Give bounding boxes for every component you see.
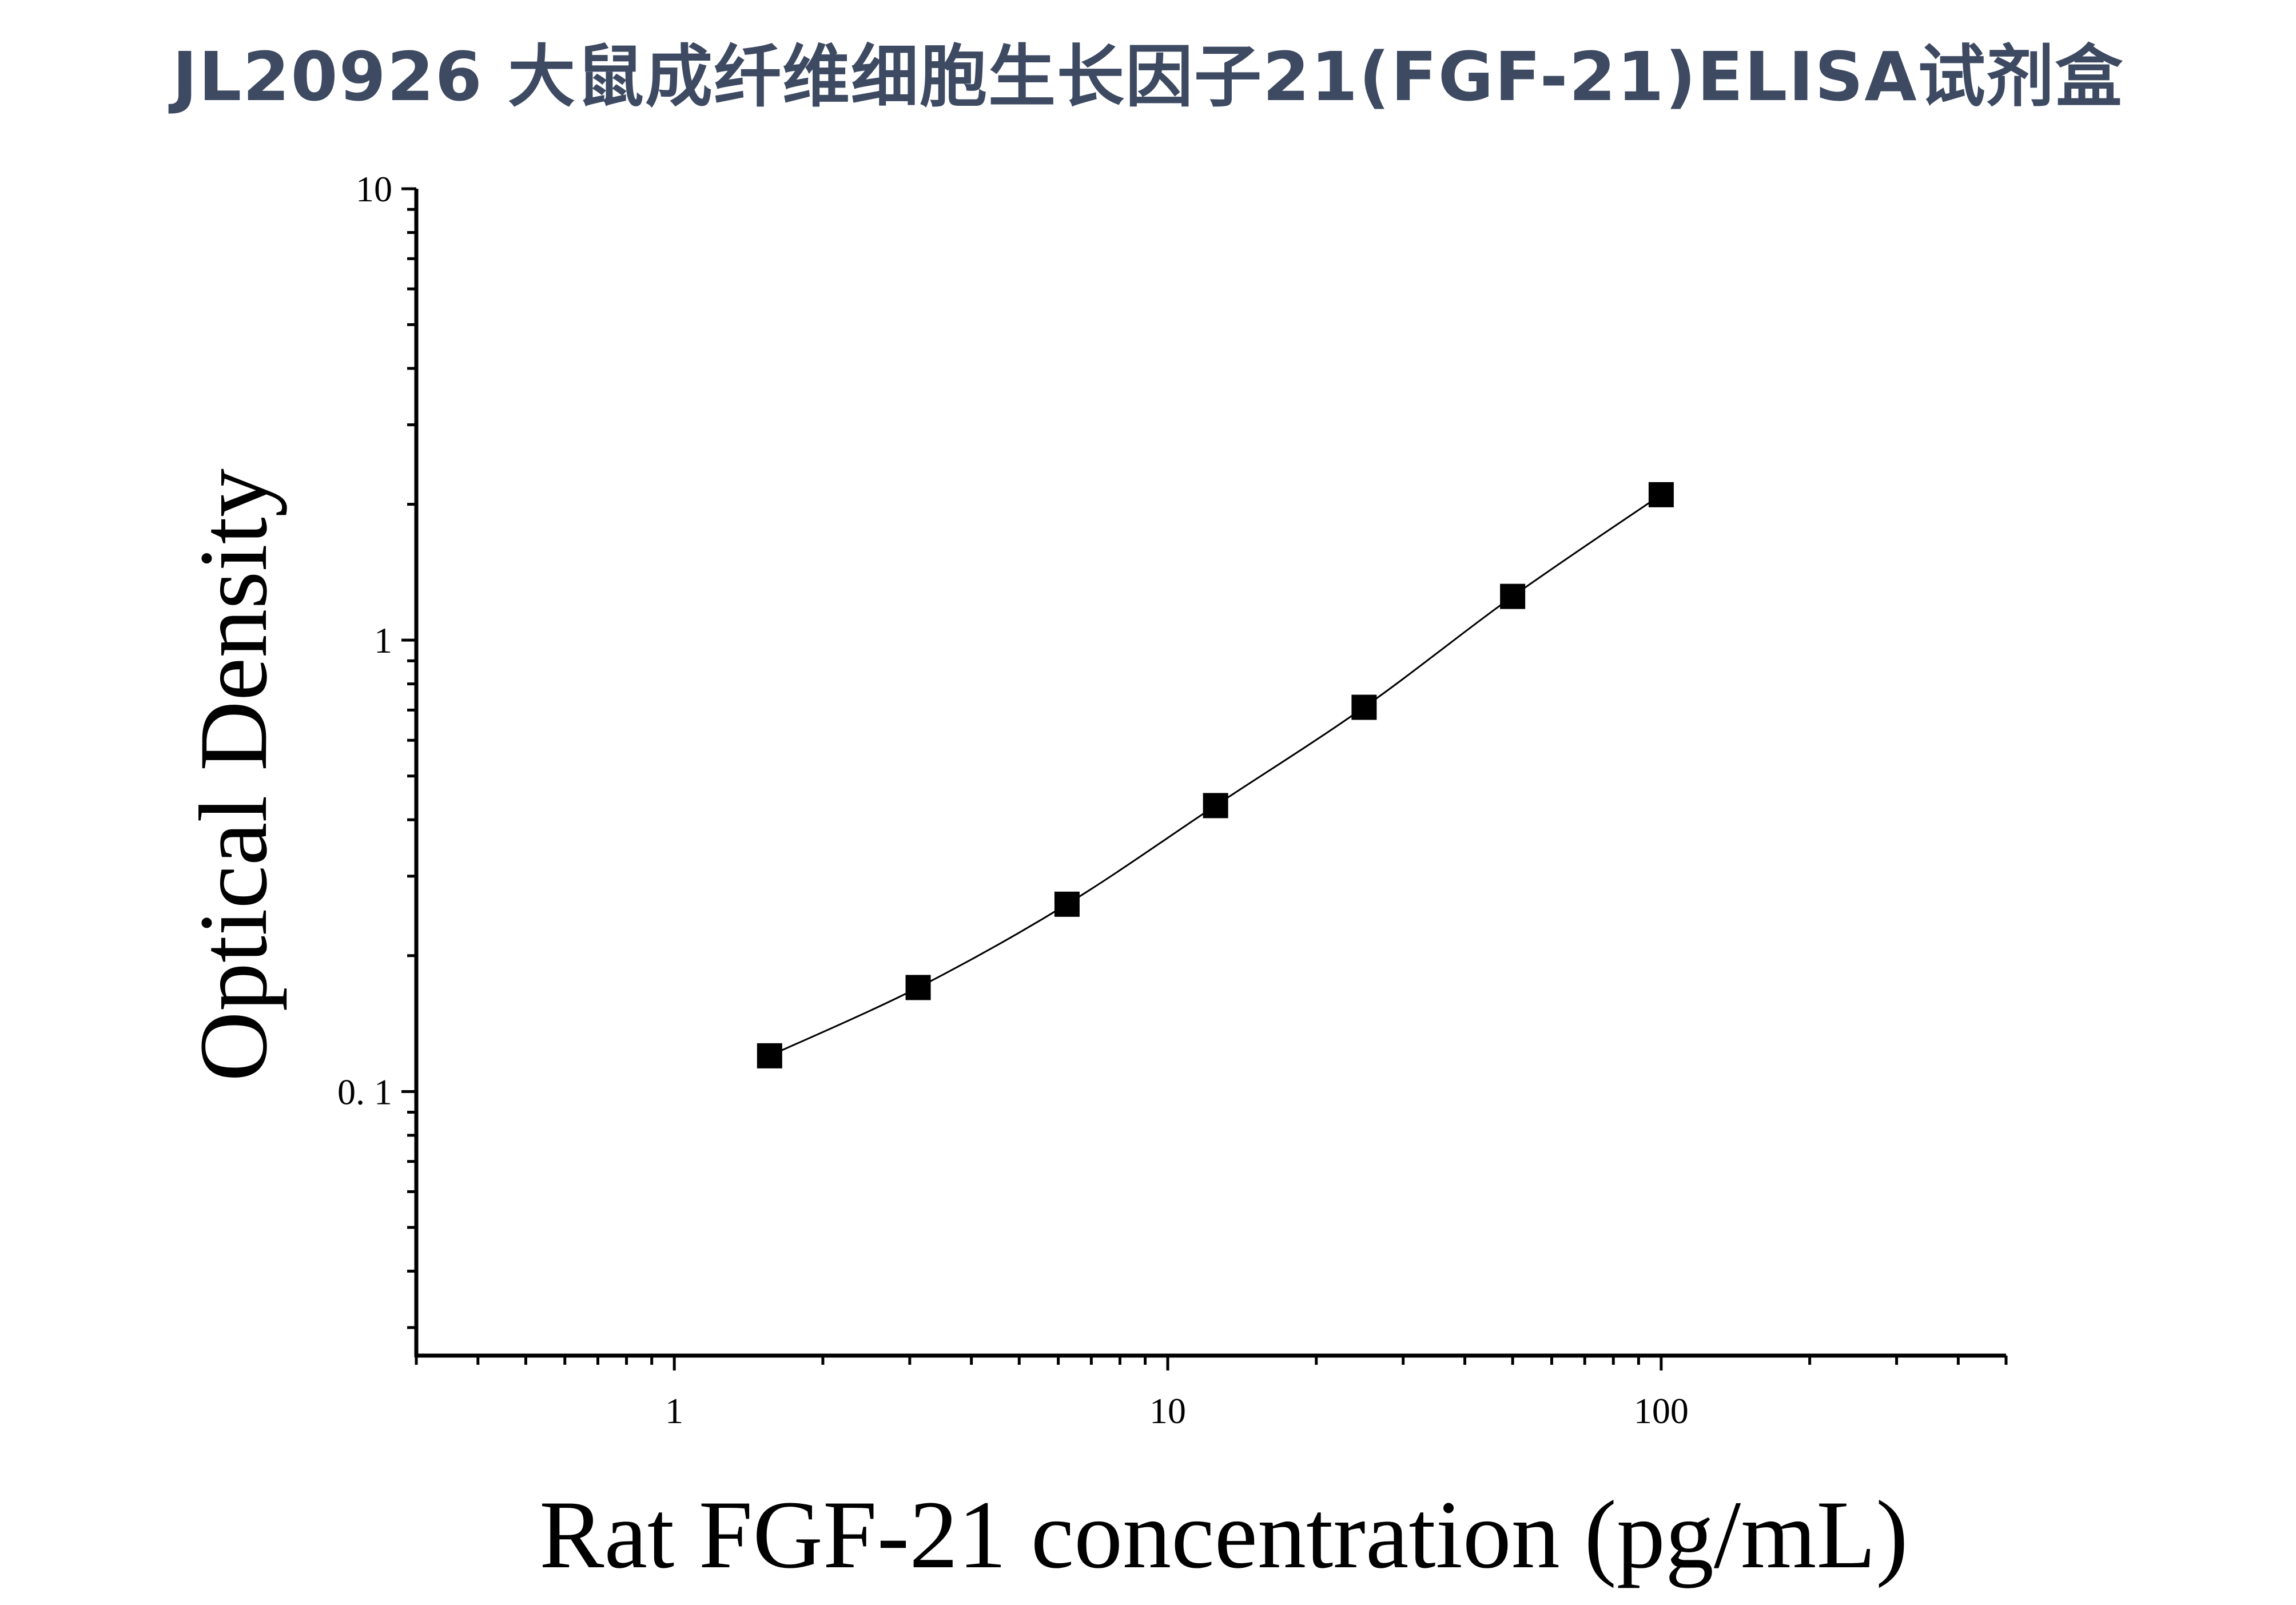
data-points xyxy=(757,482,1674,1068)
data-point xyxy=(757,1043,782,1068)
x-axis-title: Rat FGF-21 concentration (pg/mL) xyxy=(539,1481,1908,1588)
y-axis-title: Optical Density xyxy=(180,468,287,1082)
x-tick-label: 100 xyxy=(1634,1391,1689,1431)
y-tick-label: 0. 1 xyxy=(337,1071,392,1112)
data-point xyxy=(1500,583,1526,609)
axis-ticks: 1 10 100 0. 1 1 10 xyxy=(337,169,2008,1431)
data-point xyxy=(1203,793,1228,819)
data-point xyxy=(905,975,931,1000)
x-tick-label: 10 xyxy=(1149,1391,1186,1431)
data-point xyxy=(1351,694,1377,720)
y-tick-label: 1 xyxy=(374,620,392,661)
x-tick-label: 1 xyxy=(665,1391,683,1431)
series-curve xyxy=(769,494,1662,1057)
fitted-curve xyxy=(769,494,1662,1057)
chart-title: JL20926 大鼠成纤维细胞生长因子21(FGF-21)ELISA试剂盒 xyxy=(172,37,2124,116)
data-point xyxy=(1648,482,1674,507)
y-tick-label: 10 xyxy=(356,169,392,209)
axes xyxy=(414,189,2006,1358)
data-point xyxy=(1054,891,1080,917)
